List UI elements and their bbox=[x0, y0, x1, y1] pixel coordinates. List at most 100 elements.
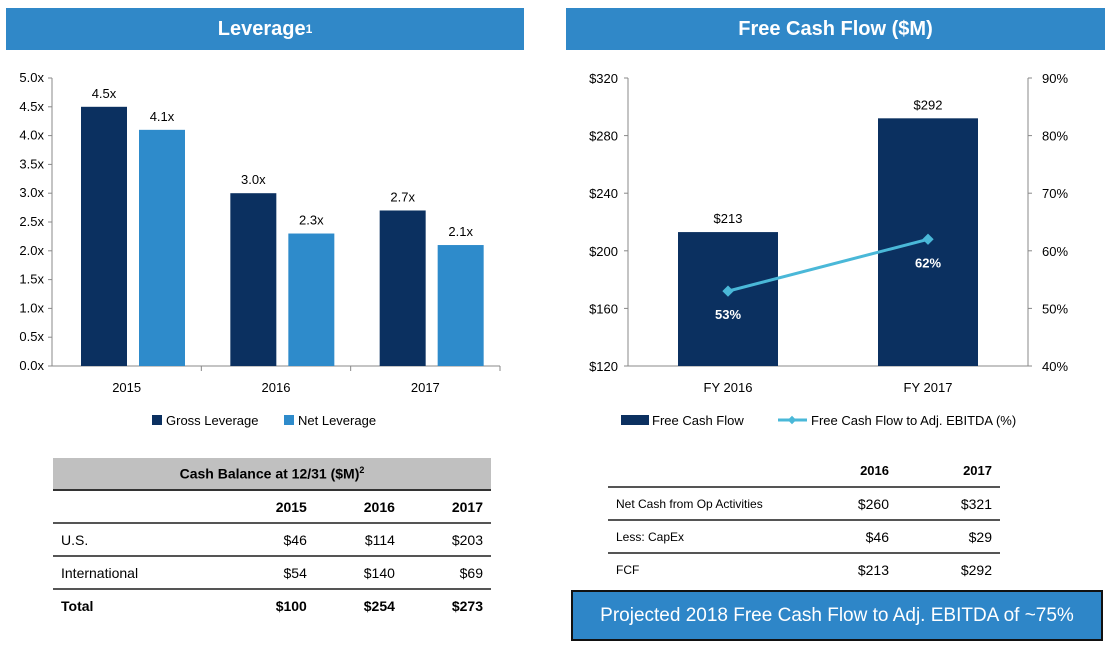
column-header: 2016 bbox=[794, 455, 897, 488]
x-tick-label: 2015 bbox=[112, 380, 141, 395]
cell: $273 bbox=[451, 597, 483, 614]
footnote-marker: 1 bbox=[305, 22, 313, 36]
y-tick-label: 0.0x bbox=[19, 358, 44, 373]
y-tick-label: $240 bbox=[589, 186, 618, 201]
y2-tick-label: 80% bbox=[1042, 129, 1068, 144]
legend-label: Free Cash Flow bbox=[652, 413, 744, 428]
line-point bbox=[922, 233, 934, 245]
y-tick-label: 1.0x bbox=[19, 300, 44, 315]
cell: $254 bbox=[363, 597, 395, 614]
x-tick-label: 2017 bbox=[411, 380, 440, 395]
bar-net-leverage bbox=[139, 129, 185, 366]
row-label: Net Cash from Op Activities bbox=[608, 487, 794, 521]
y-tick-label: $120 bbox=[589, 359, 618, 374]
cash-balance-table: Cash Balance at 12/31 ($M)2 2015 2016 20… bbox=[53, 458, 491, 621]
footnote-marker: 2 bbox=[359, 465, 365, 476]
charts: 0.0x 0.5x 1.0x 1.5x 2.0x 2.5x 3.0x 3.5x 4.0x 4.5x… bbox=[19, 70, 1068, 428]
line-data-label: 62% bbox=[915, 255, 941, 270]
y-tick-label: 0.5x bbox=[19, 329, 44, 344]
banner-text: Projected 2018 Free Cash Flow to Adj. EB… bbox=[600, 604, 1074, 626]
row-label: Total bbox=[61, 597, 94, 614]
legend-swatch bbox=[621, 415, 649, 425]
line-data-label: 53% bbox=[715, 307, 741, 322]
row-label: Less: CapEx bbox=[608, 520, 794, 554]
y2-tick-label: 70% bbox=[1042, 186, 1068, 201]
bar-gross-leverage bbox=[81, 106, 127, 367]
cell: $140 bbox=[314, 556, 403, 590]
row-label: U.S. bbox=[53, 523, 227, 557]
table-row: FCF $213 $292 bbox=[608, 553, 1000, 585]
y-tick-label: 4.5x bbox=[19, 99, 44, 114]
cell: $292 bbox=[960, 561, 992, 578]
data-label: 3.0x bbox=[241, 172, 266, 187]
column-header: 2017 bbox=[897, 455, 1000, 488]
x-tick-label: FY 2016 bbox=[704, 380, 753, 395]
x-tick-label: FY 2017 bbox=[904, 380, 953, 395]
cell: $213 bbox=[857, 561, 889, 578]
row-label: International bbox=[53, 556, 227, 590]
bar-free-cash-flow bbox=[678, 232, 778, 366]
y2-tick-label: 90% bbox=[1042, 71, 1068, 86]
projection-banner: Projected 2018 Free Cash Flow to Adj. EB… bbox=[571, 590, 1103, 641]
cell: $100 bbox=[275, 597, 307, 614]
y-tick-label: 1.5x bbox=[19, 272, 44, 287]
y-tick-label: 3.0x bbox=[19, 185, 44, 200]
y-tick-label: $160 bbox=[589, 301, 618, 316]
data-label: 2.3x bbox=[299, 213, 324, 228]
table-header-row: 2015 2016 2017 bbox=[53, 490, 491, 524]
cell: $203 bbox=[402, 523, 491, 557]
y-tick-label: 2.0x bbox=[19, 243, 44, 258]
column-header: 2016 bbox=[314, 490, 403, 524]
leverage-title: Leverage bbox=[217, 17, 306, 40]
data-label: 4.5x bbox=[92, 86, 117, 101]
bar-net-leverage bbox=[288, 233, 335, 366]
row-label: FCF bbox=[616, 562, 640, 577]
data-label: $213 bbox=[714, 211, 743, 226]
legend-marker bbox=[787, 415, 797, 425]
column-header: 2017 bbox=[402, 490, 491, 524]
cell: $69 bbox=[402, 556, 491, 590]
cell: $46 bbox=[794, 520, 897, 554]
data-label: 2.7x bbox=[390, 189, 415, 204]
line-point bbox=[722, 285, 734, 297]
table-header-row: 2016 2017 bbox=[608, 455, 1000, 488]
y-tick-label: $320 bbox=[589, 71, 618, 86]
y-tick-label: 5.0x bbox=[19, 70, 44, 85]
data-label: $292 bbox=[914, 97, 943, 112]
data-label: 4.1x bbox=[150, 109, 175, 124]
legend-label: Free Cash Flow to Adj. EBITDA (%) bbox=[811, 413, 1016, 428]
y2-tick-label: 40% bbox=[1042, 359, 1068, 374]
fcf-table: 2016 2017 Net Cash from Op Activities $26… bbox=[608, 455, 1000, 585]
cell: $54 bbox=[226, 556, 315, 590]
fcf-header: Free Cash Flow ($M) bbox=[566, 8, 1105, 50]
cash-table-title-text: Cash Balance at 12/31 ($M) bbox=[179, 465, 360, 482]
leverage-header: Leverage 1 bbox=[6, 8, 524, 50]
table-row: International $54 $140 $69 bbox=[53, 556, 491, 590]
y-tick-label: 4.0x bbox=[19, 128, 44, 143]
line-fcf-to-ebitda bbox=[727, 237, 929, 293]
cash-table-title: Cash Balance at 12/31 ($M)2 bbox=[53, 458, 491, 491]
y2-tick-label: 60% bbox=[1042, 244, 1068, 259]
table-row-total: Total $100 $254 $273 bbox=[53, 589, 491, 621]
data-label: 2.1x bbox=[448, 224, 473, 239]
fcf-title: Free Cash Flow ($M) bbox=[738, 17, 933, 40]
y-tick-label: $200 bbox=[589, 244, 618, 259]
cell: $321 bbox=[897, 487, 1000, 521]
table-row: U.S. $46 $114 $203 bbox=[53, 523, 491, 557]
legend-swatch bbox=[152, 415, 162, 425]
column-header: 2015 bbox=[226, 490, 315, 524]
bar-net-leverage bbox=[437, 245, 484, 366]
legend-label: Net Leverage bbox=[298, 413, 376, 428]
cell: $260 bbox=[794, 487, 897, 521]
table-row: Net Cash from Op Activities $260 $321 bbox=[608, 487, 1000, 521]
bar-gross-leverage bbox=[230, 193, 277, 366]
cell: $114 bbox=[314, 523, 403, 557]
legend-swatch bbox=[284, 415, 294, 425]
cell: $29 bbox=[897, 520, 1000, 554]
y2-tick-label: 50% bbox=[1042, 301, 1068, 316]
legend-label: Gross Leverage bbox=[166, 413, 259, 428]
y-tick-label: 3.5x bbox=[19, 156, 44, 171]
y-tick-label: 2.5x bbox=[19, 214, 44, 229]
y-tick-label: $280 bbox=[589, 129, 618, 144]
cell: $46 bbox=[226, 523, 315, 557]
